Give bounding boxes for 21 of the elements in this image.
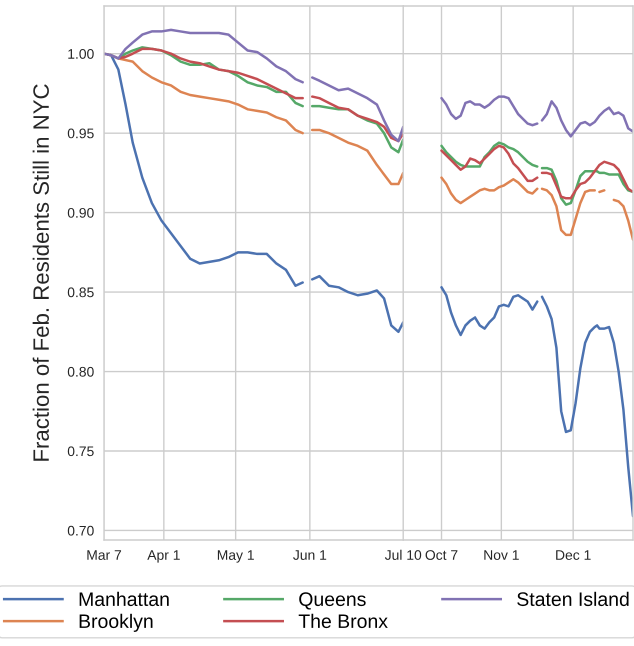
x-tick-label: Dec 1 — [556, 550, 591, 560]
y-tick-label: 1.00 — [68, 49, 94, 59]
y-axis-title: Fraction of Feb. Residents Still in NYC — [32, 84, 49, 461]
legend-label: Brooklyn — [80, 614, 152, 632]
y-tick-label: 0.90 — [68, 208, 94, 218]
x-tick-label: Oct 7 — [426, 550, 458, 560]
y-tick-label: 0.70 — [68, 526, 94, 536]
x-tick-label: Jun 1 — [293, 550, 326, 560]
x-tick-label: Mar 7 — [87, 550, 122, 560]
legend-label: Manhattan — [80, 592, 169, 606]
legend-label: Queens — [299, 592, 366, 610]
legend-label: Staten Island — [517, 592, 629, 606]
y-tick-label: 0.80 — [68, 366, 94, 377]
x-tick-label: May 1 — [218, 550, 254, 563]
y-tick-label: 0.75 — [68, 446, 94, 456]
y-tick-label: 0.85 — [68, 287, 94, 298]
x-tick-label: Nov 1 — [484, 550, 519, 560]
y-tick-label: 0.95 — [68, 128, 94, 138]
x-tick-label: Jul 10 — [384, 550, 422, 560]
x-tick-label: Apr 1 — [147, 550, 180, 563]
legend-label: The Bronx — [298, 614, 388, 628]
